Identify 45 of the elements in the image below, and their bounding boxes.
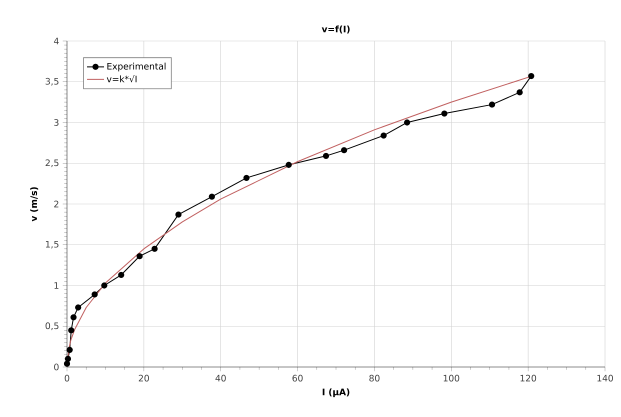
point	[118, 272, 124, 278]
point	[488, 101, 496, 108]
legend-label: v=k*√I	[106, 74, 136, 82]
y-tick-label: 1	[54, 282, 58, 289]
point	[68, 327, 74, 334]
point	[208, 194, 215, 200]
point	[70, 314, 77, 320]
chart-title: v=f(I)	[322, 26, 350, 34]
y-axis-title: v (m/s)	[30, 187, 38, 222]
point	[152, 246, 158, 252]
y-tick-label: 3,5	[46, 78, 58, 86]
x-axis-title: I (µA)	[322, 388, 350, 398]
point	[322, 152, 330, 160]
point	[64, 360, 70, 367]
x-tick-label: 20	[138, 374, 149, 382]
point	[516, 89, 523, 96]
point	[243, 174, 250, 182]
y-tick-label: 2,5	[46, 159, 58, 168]
y-tick-label: 4	[54, 38, 59, 44]
y-tick-label: 0,5	[46, 322, 58, 330]
point	[528, 72, 534, 80]
legend-label: Experimental	[107, 62, 166, 72]
x-tick-label: 140	[597, 374, 613, 382]
point	[75, 304, 82, 311]
x-tick-label: 120	[520, 374, 536, 382]
x-tick-label: 40	[215, 374, 226, 382]
point	[92, 291, 98, 298]
y-tick-label: 2	[54, 200, 58, 208]
point	[136, 253, 143, 260]
point	[380, 132, 387, 139]
x-tick-label: 80	[369, 374, 380, 382]
x-tick-label: 100	[444, 374, 460, 382]
point	[66, 346, 73, 353]
point	[101, 282, 108, 289]
point	[286, 162, 292, 168]
y-tick-label: 3	[54, 119, 59, 126]
y-tick-label: 1,5	[46, 240, 58, 249]
point	[340, 147, 348, 154]
y-tick-label: 0	[54, 364, 59, 370]
x-tick-label: 0	[64, 374, 70, 382]
x-tick-label: 60	[292, 374, 303, 382]
point	[175, 212, 182, 218]
point	[64, 356, 72, 362]
point	[404, 119, 410, 126]
point	[441, 110, 448, 117]
